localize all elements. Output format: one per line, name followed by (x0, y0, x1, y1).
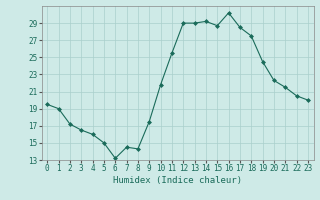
X-axis label: Humidex (Indice chaleur): Humidex (Indice chaleur) (113, 176, 242, 185)
